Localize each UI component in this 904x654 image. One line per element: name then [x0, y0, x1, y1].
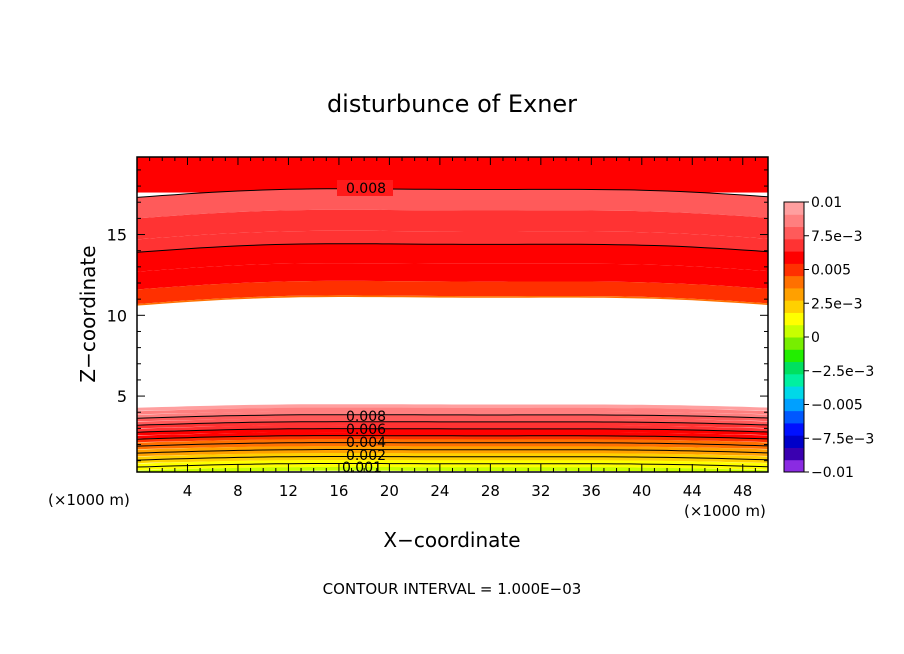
x-tick-label: 16 [329, 482, 348, 500]
colorbar [784, 202, 804, 473]
contour-line-lower [137, 463, 768, 468]
x-tick-label: 48 [733, 482, 752, 500]
lower-band [137, 442, 768, 450]
colorbar-swatch [784, 435, 804, 448]
contour-label-001: 0.001 [342, 460, 382, 476]
lower-band [137, 463, 768, 471]
colorbar-tick-label: −2.5e−3 [811, 364, 874, 380]
contour-line-lower [137, 449, 768, 454]
upper-band [137, 263, 768, 290]
contour-line-upper [137, 243, 768, 253]
x-unit-left: (×1000 m) [48, 491, 130, 509]
colorbar-swatch [784, 410, 804, 424]
x-axis-ticks: 4 8 12 16 20 24 28 32 36 40 44 48 [149, 157, 756, 500]
colorbar-swatch [784, 349, 804, 363]
colorbar-swatch [784, 251, 804, 264]
y-tick-label: 10 [107, 306, 127, 325]
colorbar-swatch [784, 287, 804, 301]
contour-line-lower [137, 428, 768, 433]
x-tick-label: 28 [481, 482, 500, 500]
colorbar-tick-label: −0.005 [811, 398, 863, 414]
lower-band [137, 421, 768, 429]
contour-line-lower [137, 456, 768, 461]
x-tick-label: 4 [183, 482, 193, 500]
colorbar-swatch [784, 447, 804, 461]
contour-label-upper-008: 0.008 [346, 181, 386, 197]
colorbar-swatch [784, 422, 804, 436]
upper-band [137, 280, 768, 304]
upper-band [137, 188, 768, 219]
lower-band [137, 428, 768, 436]
y-axis-label: Z−coordinate [76, 245, 100, 382]
colorbar-swatch [784, 337, 804, 350]
contour-line-lower [137, 442, 768, 447]
contour-label-002: 0.002 [346, 448, 386, 464]
upper-band [137, 243, 768, 272]
y-tick-label: 5 [117, 387, 127, 406]
lower-band [137, 449, 768, 457]
colorbar-tick-label: −7.5e−3 [811, 431, 874, 447]
contour-lines [137, 188, 768, 468]
y-axis-ticks: 5 10 15 [107, 169, 768, 462]
colorbar-tick-label: 7.5e−3 [811, 229, 863, 245]
x-tick-label: 8 [233, 482, 243, 500]
x-axis-label: X−coordinate [383, 528, 520, 552]
colorbar-swatch [784, 275, 804, 289]
colorbar-swatch [784, 238, 804, 252]
colorbar-tick-label: 0 [811, 330, 820, 346]
upper-band [137, 295, 768, 306]
lower-band [137, 435, 768, 443]
colorbar-ticks: 0.01 7.5e−3 0.005 2.5e−3 0 −2.5e−3 −0.005 −7.5e… [804, 195, 874, 481]
colorbar-swatch [784, 312, 804, 326]
contour-label-006: 0.006 [346, 422, 386, 438]
contour-line-lower [137, 421, 768, 426]
colorbar-swatch [784, 373, 804, 387]
upper-band [137, 230, 768, 253]
colorbar-swatch [784, 324, 804, 338]
colorbar-swatch [784, 263, 804, 277]
colorbar-tick-label: 2.5e−3 [811, 296, 863, 312]
contour-label-lower-008: 0.008 [346, 409, 386, 425]
lower-band [137, 404, 768, 411]
y-tick-label: 15 [107, 226, 127, 245]
x-tick-label: 12 [279, 482, 298, 500]
upper-contour-bands [137, 157, 768, 306]
lower-band [137, 456, 768, 464]
contour-label-004: 0.004 [346, 435, 386, 451]
contour-line-lower [137, 414, 768, 419]
lower-band [137, 414, 768, 422]
colorbar-swatch [784, 214, 804, 228]
colorbar-tick-label: −0.01 [811, 465, 854, 481]
x-tick-label: 44 [683, 482, 702, 500]
colorbar-swatch [784, 459, 804, 473]
x-unit-right: (×1000 m) [684, 502, 766, 520]
colorbar-swatch [784, 398, 804, 412]
colorbar-swatch [784, 386, 804, 399]
x-tick-label: 40 [632, 482, 651, 500]
colorbar-swatch [784, 202, 804, 215]
plot-area [137, 157, 768, 472]
colorbar-tick-label: 0.005 [811, 263, 851, 279]
contour-labels: 0.008 0.008 0.006 0.004 0.002 0.001 [337, 180, 393, 476]
x-tick-label: 20 [380, 482, 399, 500]
x-tick-label: 32 [531, 482, 550, 500]
upper-band-top [137, 157, 768, 193]
contour-line-lower [137, 435, 768, 440]
x-tick-label: 24 [430, 482, 449, 500]
colorbar-tick-label: 0.01 [811, 195, 842, 211]
x-tick-label: 36 [582, 482, 601, 500]
colorbar-swatch [784, 226, 804, 240]
colorbar-swatch [784, 300, 804, 313]
contour-label-bg [337, 180, 393, 196]
lower-band [137, 407, 768, 415]
contour-interval-note: CONTOUR INTERVAL = 1.000E−03 [323, 580, 582, 598]
upper-band [137, 209, 768, 240]
colorbar-swatch [784, 361, 804, 375]
contour-line-upper [137, 188, 768, 198]
chart-title: disturbunce of Exner [327, 90, 577, 118]
